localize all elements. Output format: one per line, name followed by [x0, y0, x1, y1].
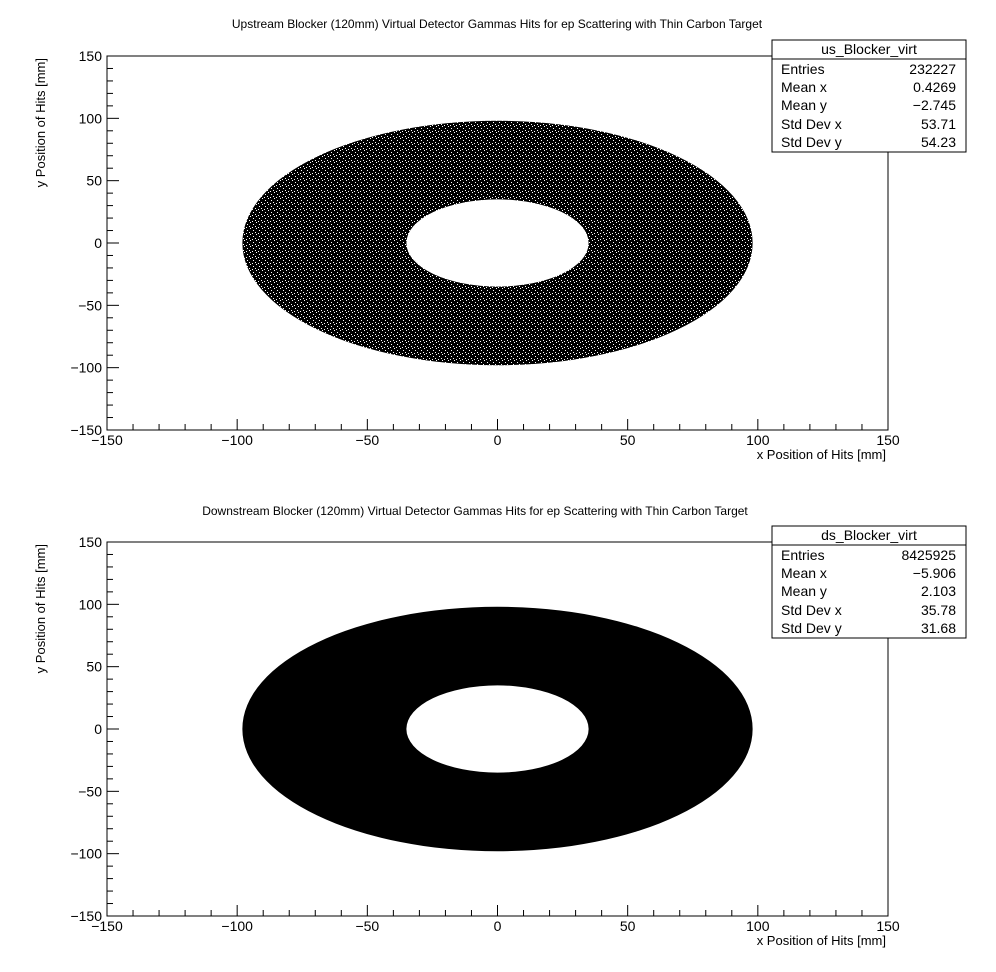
downstream-stats-label-mean-x: Mean x — [781, 565, 827, 581]
upstream-hits-annulus — [242, 120, 753, 366]
x-tick-label: −100 — [221, 432, 253, 448]
upstream-stats-label-mean-x: Mean x — [781, 79, 827, 95]
downstream-hits-annulus — [242, 606, 753, 852]
y-tick-label: 100 — [79, 110, 103, 126]
upstream-plot-frame — [106, 55, 889, 431]
upstream-stats-label-entries: Entries — [781, 61, 825, 77]
upstream-x-axis-label: x Position of Hits [mm] — [757, 447, 886, 462]
y-tick-label: 0 — [94, 721, 102, 737]
upstream-stats-name: us_Blocker_virt — [821, 41, 917, 57]
y-tick-label: −50 — [78, 297, 102, 313]
downstream-stats-label-std-x: Std Dev x — [781, 602, 842, 618]
upstream-chart-title: Upstream Blocker (120mm) Virtual Detecto… — [232, 17, 763, 31]
x-tick-label: 150 — [876, 918, 900, 934]
upstream-stats-value-mean-y: −2.745 — [913, 97, 956, 113]
x-tick-label: −150 — [91, 432, 123, 448]
x-tick-label: 50 — [620, 432, 636, 448]
upstream-stats-value-std-x: 53.71 — [921, 116, 956, 132]
downstream-x-axis-label: x Position of Hits [mm] — [757, 933, 886, 948]
y-tick-label: −150 — [70, 908, 102, 924]
downstream-stats-box: ds_Blocker_virt Entries 8425925 Mean x −… — [771, 525, 967, 639]
downstream-stats-label-entries: Entries — [781, 547, 825, 563]
y-tick-label: 50 — [86, 173, 102, 189]
x-tick-label: 50 — [620, 918, 636, 934]
downstream-stats-value-entries: 8425925 — [901, 547, 956, 563]
upstream-y-axis: −150 −100 −50 0 50 100 150 — [70, 48, 119, 438]
upstream-stats-label-std-y: Std Dev y — [781, 134, 842, 150]
upstream-stats-value-std-y: 54.23 — [921, 134, 956, 150]
x-tick-label: −50 — [355, 918, 379, 934]
y-tick-label: 0 — [94, 235, 102, 251]
upstream-x-axis: −150 −100 −50 0 50 100 150 — [91, 419, 900, 448]
upstream-y-axis-label: y Position of Hits [mm] — [33, 58, 48, 187]
x-tick-label: 0 — [494, 432, 502, 448]
downstream-y-axis-label: y Position of Hits [mm] — [33, 544, 48, 673]
y-tick-label: −100 — [70, 846, 102, 862]
downstream-y-axis: −150 −100 −50 0 50 100 150 — [70, 534, 119, 924]
upstream-stats-label-mean-y: Mean y — [781, 97, 827, 113]
x-tick-label: −50 — [355, 432, 379, 448]
downstream-panel: Downstream Blocker (120mm) Virtual Detec… — [33, 504, 967, 948]
downstream-stats-value-std-y: 31.68 — [921, 620, 956, 636]
x-tick-label: −100 — [221, 918, 253, 934]
downstream-stats-value-mean-y: 2.103 — [921, 583, 956, 599]
y-tick-label: −150 — [70, 422, 102, 438]
downstream-chart-title: Downstream Blocker (120mm) Virtual Detec… — [202, 504, 748, 518]
x-tick-label: −150 — [91, 918, 123, 934]
upstream-stats-value-entries: 232227 — [909, 61, 956, 77]
downstream-stats-label-mean-y: Mean y — [781, 583, 827, 599]
upstream-stats-value-mean-x: 0.4269 — [913, 79, 956, 95]
y-tick-label: −50 — [78, 783, 102, 799]
x-tick-label: 150 — [876, 432, 900, 448]
x-tick-label: 0 — [494, 918, 502, 934]
y-tick-label: 100 — [79, 596, 103, 612]
x-tick-label: 100 — [746, 918, 770, 934]
y-tick-label: 150 — [79, 48, 103, 64]
downstream-stats-name: ds_Blocker_virt — [821, 527, 917, 543]
upstream-panel: Upstream Blocker (120mm) Virtual Detecto… — [33, 17, 967, 462]
y-tick-label: 50 — [86, 659, 102, 675]
upstream-stats-label-std-x: Std Dev x — [781, 116, 842, 132]
y-tick-label: 150 — [79, 534, 103, 550]
downstream-stats-label-std-y: Std Dev y — [781, 620, 842, 636]
x-tick-label: 100 — [746, 432, 770, 448]
upstream-stats-box: us_Blocker_virt Entries 232227 Mean x 0.… — [771, 39, 967, 153]
downstream-plot-frame — [106, 541, 889, 917]
upstream-hit-distribution — [242, 120, 753, 366]
downstream-hit-distribution — [242, 606, 753, 852]
downstream-x-axis: −150 −100 −50 0 50 100 150 — [91, 905, 900, 934]
downstream-stats-value-mean-x: −5.906 — [913, 565, 956, 581]
y-tick-label: −100 — [70, 360, 102, 376]
downstream-stats-value-std-x: 35.78 — [921, 602, 956, 618]
